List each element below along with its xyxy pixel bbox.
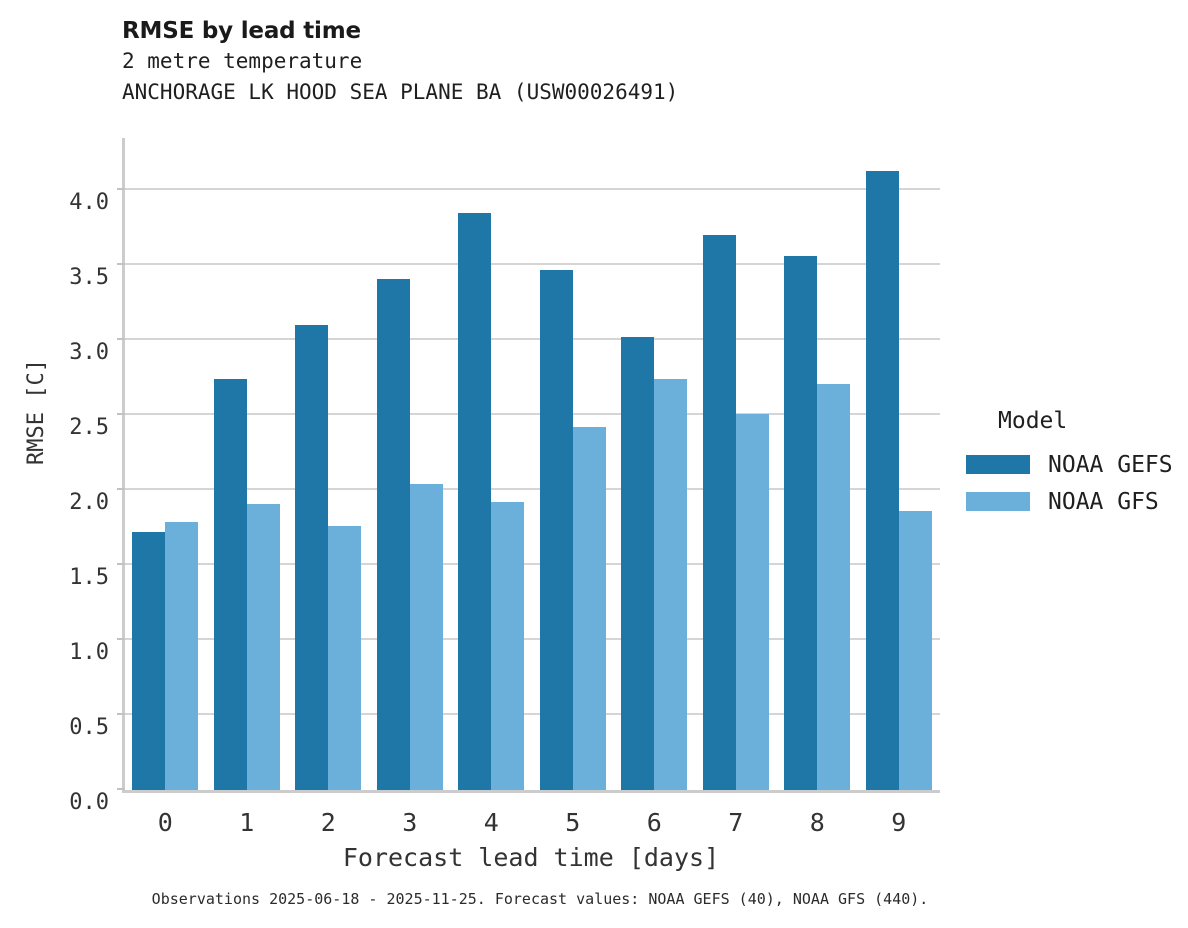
- gridline: [125, 188, 940, 191]
- bar-group: 2: [288, 138, 370, 837]
- legend-title: Model: [998, 408, 1068, 434]
- plot-axes: 0.0 0.5 1.0 1.5 2.0 2.5 3.0 3.5 4.0 0 1 2 3 4 5 6 7 8 9: [69, 138, 941, 837]
- legend-color-swatch: [966, 492, 1030, 511]
- bar: [539, 269, 573, 790]
- chart-subtitle-station: ANCHORAGE LK HOOD SEA PLANE BA (USW00026…: [122, 80, 679, 104]
- x-axis-tick-label: 6: [646, 808, 662, 837]
- bar-group: 1: [207, 138, 289, 837]
- x-axis-label: Forecast lead time [days]: [342, 843, 720, 872]
- legend-item-label: NOAA GFS: [1048, 488, 1159, 515]
- page-title: RMSE by lead time: [122, 18, 361, 44]
- legend-item[interactable]: NOAA GFS: [966, 483, 1186, 520]
- legend-entries: NOAA GEFS NOAA GFS: [966, 446, 1186, 520]
- y-axis-tick: [117, 413, 125, 416]
- x-axis-tick-label: 7: [728, 808, 744, 837]
- x-axis-tick-label: 5: [565, 808, 581, 837]
- x-axis-tick-label: 4: [483, 808, 499, 837]
- y-axis-tick: [117, 488, 125, 491]
- bar: [817, 383, 851, 790]
- bar-group: 3: [370, 138, 452, 837]
- bar-group: 4: [451, 138, 533, 837]
- bar: [295, 325, 329, 790]
- bar: [654, 379, 688, 790]
- bar-group: 5: [533, 138, 615, 837]
- legend-item[interactable]: NOAA GEFS: [966, 446, 1186, 483]
- legend: Model NOAA GEFS NOAA GFS: [966, 408, 1186, 520]
- bar: [132, 532, 166, 790]
- bar-group: 8: [777, 138, 859, 837]
- legend-item-label: NOAA GEFS: [1048, 451, 1173, 478]
- chart-subtitle-variable: 2 metre temperature: [122, 49, 363, 73]
- legend-color-swatch: [966, 455, 1030, 474]
- bar: [246, 503, 280, 790]
- bar: [898, 511, 932, 790]
- y-axis-tick: [117, 638, 125, 641]
- bar: [491, 502, 525, 790]
- bar: [328, 526, 362, 790]
- y-axis-tick: [117, 788, 125, 790]
- bar: [735, 413, 769, 790]
- y-axis-tick: [117, 338, 125, 341]
- footnote: Observations 2025-06-18 - 2025-11-25. Fo…: [151, 890, 929, 908]
- bar-group: 0: [125, 138, 207, 837]
- bar: [572, 427, 606, 790]
- x-axis-tick-label: 9: [891, 808, 907, 837]
- y-axis-tick: [117, 563, 125, 566]
- x-axis-tick-label: 8: [809, 808, 825, 837]
- gridline: [125, 488, 940, 491]
- gridline: [125, 563, 940, 566]
- gridline: [125, 638, 940, 641]
- bar: [376, 278, 410, 790]
- y-axis-tick: [117, 713, 125, 716]
- x-axis-tick-label: 0: [157, 808, 173, 837]
- x-axis-tick-label: 2: [320, 808, 336, 837]
- gridline: [125, 413, 940, 416]
- bar: [865, 170, 899, 790]
- x-axis-tick-label: 3: [402, 808, 418, 837]
- gridline: [125, 338, 940, 341]
- bar: [213, 379, 247, 790]
- y-axis-label: RMSE [C]: [24, 359, 49, 465]
- bar-group: 7: [696, 138, 778, 837]
- bar: [409, 484, 443, 790]
- y-axis-tick: [117, 263, 125, 266]
- gridline: [125, 263, 940, 266]
- y-axis-tick: [117, 188, 125, 191]
- bar: [165, 521, 199, 790]
- bar: [621, 337, 655, 790]
- bar: [702, 235, 736, 790]
- title-block: RMSE by lead time 2 metre temperature AN…: [122, 16, 1022, 108]
- bar: [458, 212, 492, 790]
- gridline: [125, 713, 940, 716]
- bar-group: 6: [614, 138, 696, 837]
- bar: [784, 256, 818, 790]
- x-axis-tick-label: 1: [239, 808, 255, 837]
- bar-group: 9: [859, 138, 941, 837]
